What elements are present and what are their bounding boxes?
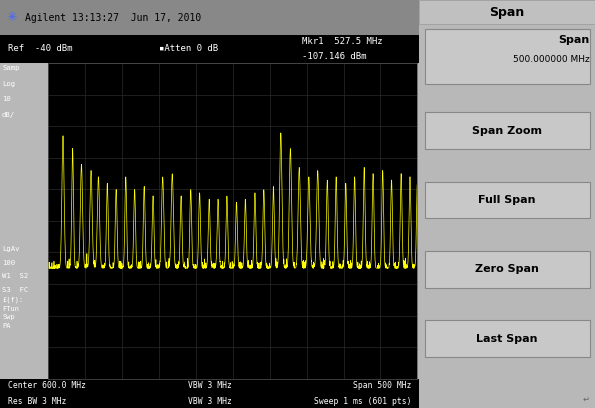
Text: VBW 3 MHz: VBW 3 MHz [188,397,231,406]
Text: ↵: ↵ [583,395,590,404]
Text: £(f):
FTun
Swp
PA: £(f): FTun Swp PA [2,297,23,328]
Text: Full Span: Full Span [478,195,536,205]
Text: Zero Span: Zero Span [475,264,539,274]
FancyBboxPatch shape [425,251,590,288]
Text: LgAv: LgAv [2,246,20,252]
Text: 100: 100 [2,259,15,266]
Text: 500.0000000 MHz: 500.0000000 MHz [52,363,192,377]
Text: dB/: dB/ [2,112,15,118]
Text: Center 600.0 MHz: Center 600.0 MHz [8,381,86,390]
Text: W1  S2: W1 S2 [2,273,29,279]
Text: 500.000000 MHz: 500.000000 MHz [513,55,590,64]
Text: Samp: Samp [2,65,20,71]
Bar [419,0,595,24]
Text: Span: Span [559,35,590,45]
Text: ▪Atten 0 dB: ▪Atten 0 dB [159,44,218,53]
Text: VBW 3 MHz: VBW 3 MHz [188,381,231,390]
Text: Span 500 MHz: Span 500 MHz [353,381,411,390]
Text: Mkr1  527.5 MHz: Mkr1 527.5 MHz [302,37,383,46]
Text: Last Span: Last Span [477,334,538,344]
Text: ✳: ✳ [7,11,17,24]
Text: Agilent 13:13:27  Jun 17, 2010: Agilent 13:13:27 Jun 17, 2010 [25,13,202,22]
Bar [0,379,419,408]
Bar [0,0,419,35]
Text: Log: Log [2,81,15,87]
FancyBboxPatch shape [425,320,590,357]
Text: Ref  -40 dBm: Ref -40 dBm [8,44,73,53]
Text: S3  FC: S3 FC [2,286,29,293]
Text: Res BW 3 MHz: Res BW 3 MHz [8,397,67,406]
Text: Span: Span [52,296,87,309]
Text: -107.146 dBm: -107.146 dBm [302,52,367,61]
FancyBboxPatch shape [425,112,590,149]
Text: Sweep 1 ms (601 pts): Sweep 1 ms (601 pts) [314,397,411,406]
Text: 10: 10 [2,96,11,102]
Text: Span: Span [490,6,525,19]
FancyBboxPatch shape [425,182,590,218]
Text: Span Zoom: Span Zoom [472,126,542,135]
Bar [0,35,419,63]
FancyBboxPatch shape [425,29,590,84]
